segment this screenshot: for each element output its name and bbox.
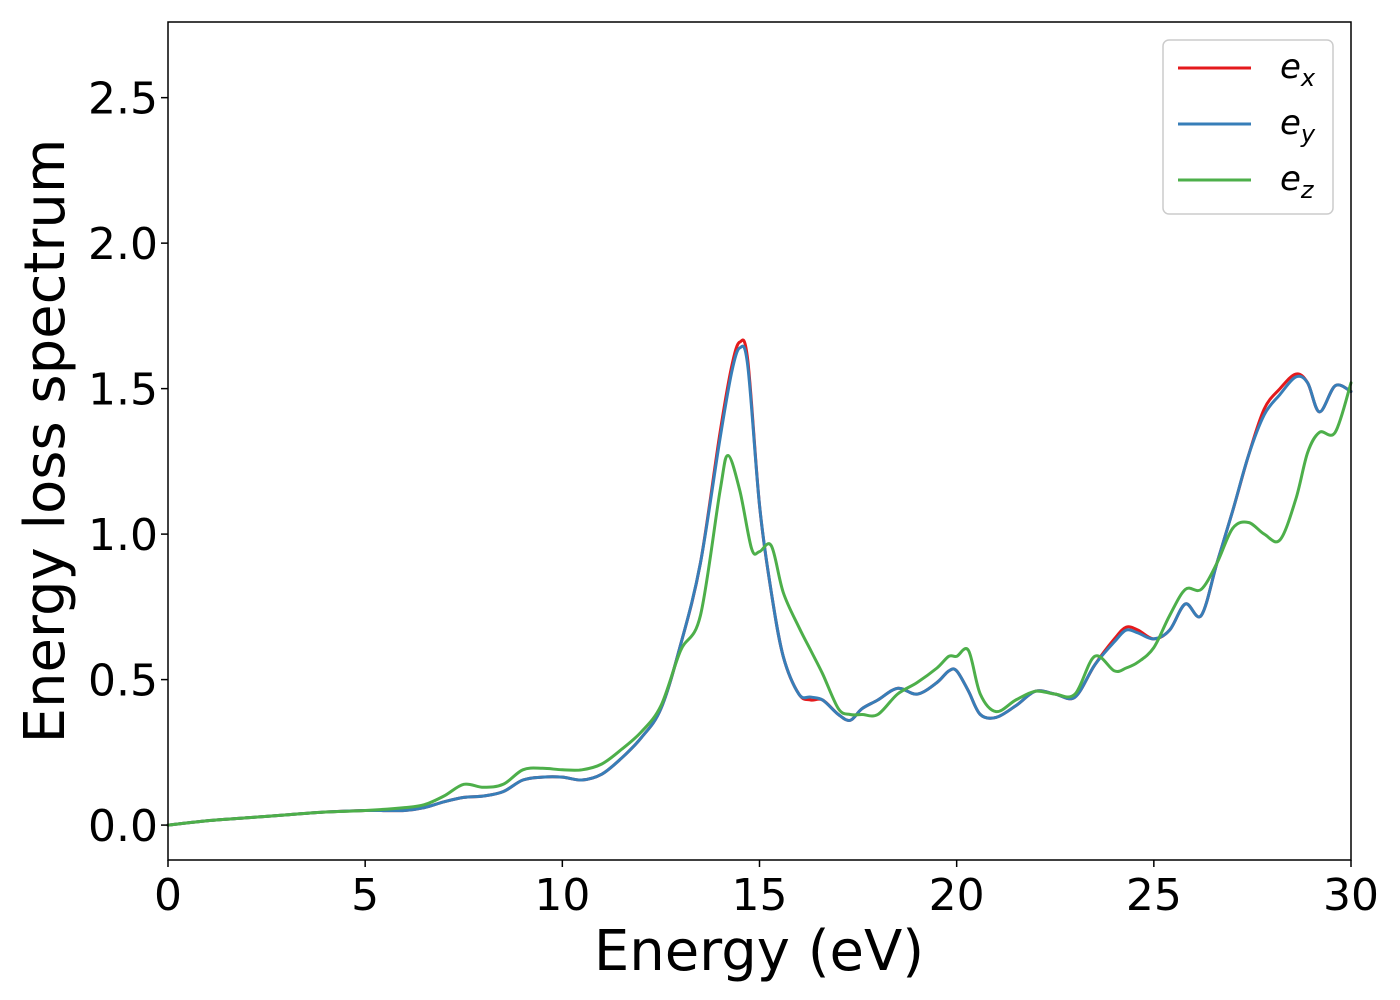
series-line-y [166,344,1353,827]
y-tick-label: 0.5 [88,656,158,707]
x-tick-label: 5 [351,870,379,921]
y-tick-label: 1.0 [88,510,158,561]
y-axis-ticks: 0.0 0.5 1.0 1.5 2.0 2.5 [88,74,168,852]
x-tick-label: 30 [1323,870,1379,921]
y-tick-label: 1.5 [88,365,158,416]
series-line-z [166,381,1353,827]
legend-label-z: ez [1280,159,1315,204]
x-tick-label: 25 [1126,870,1182,921]
x-tick-label: 10 [534,870,590,921]
y-axis-title: Energy loss spectrum [13,139,78,744]
y-tick-label: 0.0 [88,801,158,852]
y-tick-label: 2.0 [88,219,158,270]
x-axis-ticks: 0 5 10 15 20 25 30 [154,860,1379,921]
legend-box [1162,39,1334,215]
plot-background [168,22,1351,860]
legend-label-y: ey [1280,103,1316,148]
series-lines [166,338,1353,827]
x-axis-title: Energy (eV) [594,919,924,984]
legend: ex ey ez [1162,39,1334,215]
legend-label-x: ex [1280,47,1316,92]
y-tick-label: 2.5 [88,74,158,125]
x-tick-label: 0 [154,870,182,921]
x-tick-label: 20 [929,870,985,921]
x-tick-label: 15 [732,870,788,921]
